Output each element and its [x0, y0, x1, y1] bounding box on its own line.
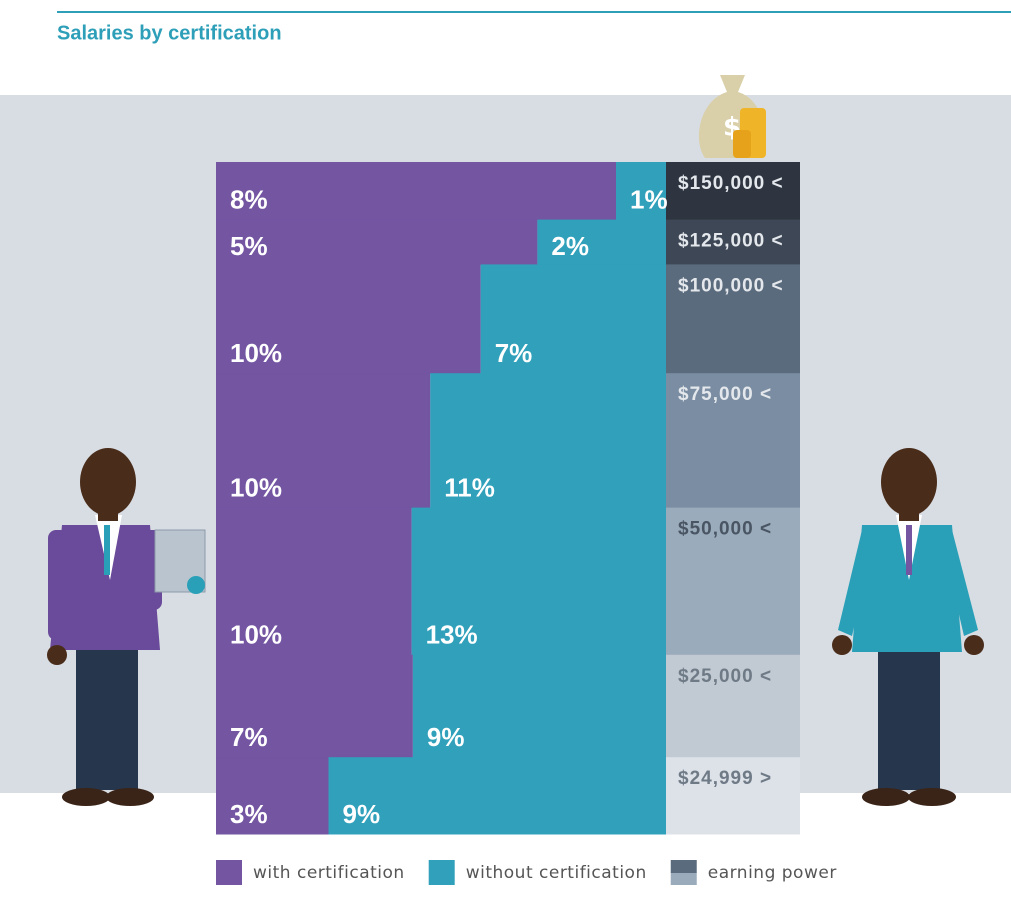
earning-band: [666, 373, 800, 509]
category-label: $100,000 <: [678, 275, 784, 296]
bar: [411, 507, 666, 656]
bar: [216, 757, 329, 835]
data-label: 7%: [230, 722, 268, 752]
data-label: 1%: [630, 184, 668, 214]
certified-person: [47, 448, 206, 806]
legend-swatch: [428, 860, 455, 885]
category-label: $50,000 <: [678, 519, 772, 540]
legend-label: earning power: [708, 863, 837, 883]
earning-band: [666, 654, 800, 758]
bar: [216, 162, 616, 221]
bar: [430, 373, 666, 509]
bar: [480, 264, 666, 374]
legend-swatch: [216, 860, 242, 885]
category-label: $125,000 <: [678, 231, 784, 252]
bar: [216, 507, 412, 656]
bar: [328, 757, 666, 835]
earning-band: [666, 264, 800, 374]
bar: [216, 219, 538, 265]
bar: [216, 264, 481, 374]
data-label: 11%: [444, 472, 495, 502]
data-label: 5%: [230, 231, 268, 261]
earning-band: [666, 507, 800, 656]
legend-swatch: [670, 873, 697, 885]
data-label: 9%: [343, 799, 381, 829]
legend-label: with certification: [253, 863, 405, 883]
data-label: 10%: [230, 472, 282, 502]
earning-band: [666, 757, 800, 835]
money-bag-icon: $: [698, 75, 766, 158]
data-label: 9%: [427, 722, 465, 752]
bar: [216, 373, 431, 509]
uncertified-person: [832, 448, 984, 806]
bar: [616, 162, 666, 221]
data-label: 2%: [551, 231, 589, 261]
data-label: 7%: [495, 338, 533, 368]
category-label: $75,000 <: [678, 384, 772, 405]
category-label: $150,000 <: [678, 173, 784, 194]
bar: [412, 654, 666, 758]
bar: [537, 219, 666, 265]
legend-swatch: [670, 860, 697, 873]
earning-band: [666, 219, 800, 265]
chart-title: Salaries by certification: [57, 22, 282, 44]
data-label: 3%: [230, 799, 268, 829]
data-label: 10%: [230, 620, 282, 650]
category-label: $25,000 <: [678, 666, 772, 687]
data-label: 8%: [230, 184, 268, 214]
category-label: $24,999 >: [678, 768, 772, 789]
earning-band: [666, 162, 800, 221]
data-label: 13%: [426, 620, 478, 650]
bar: [216, 654, 413, 758]
legend-label: without certification: [466, 863, 647, 883]
data-label: 10%: [230, 338, 282, 368]
